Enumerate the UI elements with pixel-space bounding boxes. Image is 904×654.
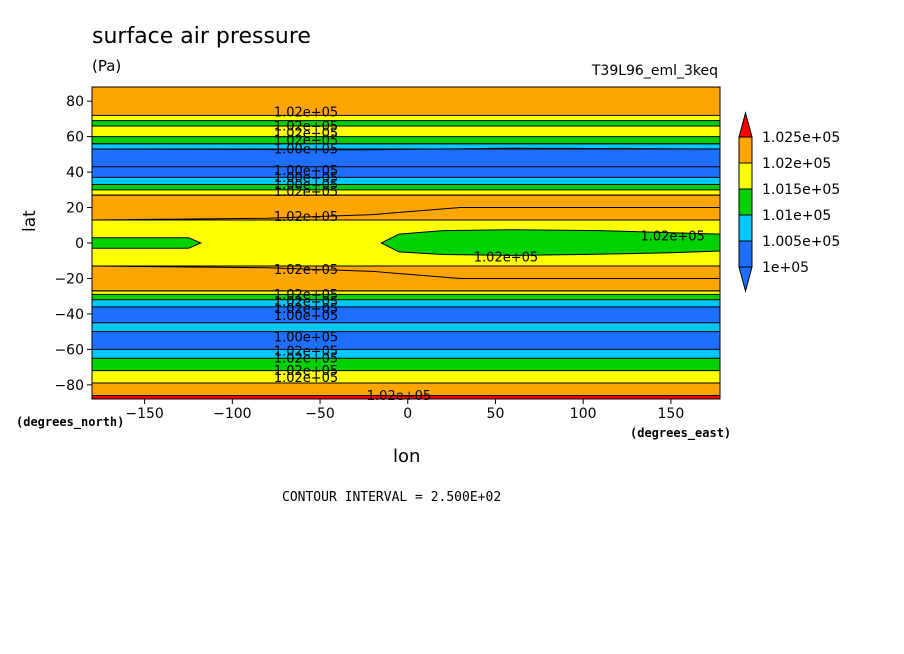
contour-label: 1.02e+05 <box>274 371 338 386</box>
contour-band <box>92 294 720 300</box>
contour-label: 1.00e+05 <box>274 143 338 158</box>
contour-band <box>92 322 720 332</box>
contour-label: 1.02e+05 <box>274 263 338 278</box>
contour-label: 1.00e+05 <box>274 309 338 324</box>
contour-band <box>92 184 720 190</box>
contour-label: 1.00e+05 <box>274 178 338 193</box>
contour-band <box>92 177 720 185</box>
contour-band <box>92 306 720 323</box>
x-tick-label: 100 <box>570 406 597 422</box>
contour-band <box>92 120 720 126</box>
contour-band <box>92 331 720 350</box>
colorbar-bottom-triangle <box>738 266 753 293</box>
contour-region <box>91 237 203 249</box>
contour-band <box>92 383 720 396</box>
contour-label: 1.02e+05 <box>274 352 338 367</box>
colorbar-box <box>738 240 753 268</box>
chart-units: (Pa) <box>92 57 122 75</box>
colorbar-label: 1.025e+05 <box>762 130 840 146</box>
contour-band <box>92 290 720 295</box>
contour-label: 1.02e+05 <box>274 134 338 149</box>
y-tick-label: −80 <box>54 378 84 394</box>
y-tick-label: 40 <box>66 165 84 181</box>
contour-band <box>92 126 720 137</box>
contour-band <box>92 358 720 371</box>
contour-label: 1.00e+05 <box>274 330 338 345</box>
x-axis-units: (degrees_east) <box>630 426 732 440</box>
colorbar-label: 1.015e+05 <box>762 182 840 198</box>
contour-label: 1.02e+05 <box>474 251 538 266</box>
x-tick-label: −50 <box>305 406 335 422</box>
colorbar-box <box>738 136 753 164</box>
contour-band <box>92 395 720 399</box>
y-axis-units: (degrees_north) <box>16 415 125 429</box>
x-tick-label: −150 <box>125 406 163 422</box>
contour-label: 1.02e+05 <box>274 295 338 310</box>
contour-band <box>92 370 720 384</box>
colorbar-box <box>738 188 753 216</box>
y-tick-label: 0 <box>75 236 84 252</box>
contour-label: 1.00e+05 <box>274 171 338 186</box>
contour-label: 1.02e+05 <box>274 105 338 120</box>
contour-label: 1.02e+05 <box>367 389 431 404</box>
dataset-name: T39L96_eml_3keq <box>591 63 718 79</box>
x-axis-label: lon <box>393 446 421 467</box>
colorbar-box <box>738 214 753 242</box>
contour-band <box>92 136 720 144</box>
contour-label: 1.02e+05 <box>274 210 338 225</box>
contour-label: 1.02e+05 <box>640 229 704 244</box>
contour-label: 1.02e+05 <box>274 127 338 142</box>
y-tick-label: −40 <box>54 307 84 323</box>
chart-title: surface air pressure <box>92 24 311 49</box>
y-tick-label: −60 <box>54 342 84 358</box>
contour-label: 1.02e+05 <box>274 364 338 379</box>
contour-label: 1.02e+05 <box>274 345 338 360</box>
colorbar-label: 1.01e+05 <box>762 208 831 224</box>
contour-label: 1.02e+05 <box>274 288 338 303</box>
contour-band <box>92 166 720 178</box>
x-tick-label: 50 <box>487 406 505 422</box>
y-tick-label: 20 <box>66 201 84 217</box>
x-tick-label: 0 <box>403 406 412 422</box>
contour-band <box>92 87 720 116</box>
colorbar-top-triangle <box>738 111 753 138</box>
contour-label: 1.02e+05 <box>274 302 338 317</box>
colorbar-box <box>738 162 753 190</box>
contour-band <box>92 149 720 167</box>
y-tick-label: 60 <box>66 130 84 146</box>
contour-interval: CONTOUR INTERVAL = 2.500E+02 <box>282 490 502 505</box>
contour-label: 1.02e+05 <box>274 185 338 200</box>
contour-label: 1.02e+05 <box>274 120 338 135</box>
contour-band <box>92 299 720 307</box>
contour-band <box>92 189 720 196</box>
colorbar-label: 1e+05 <box>762 260 809 276</box>
x-tick-label: 150 <box>658 406 685 422</box>
y-tick-label: −20 <box>54 271 84 287</box>
contour-band <box>92 349 720 359</box>
y-tick-label: 80 <box>66 94 84 110</box>
x-tick-label: −100 <box>213 406 251 422</box>
colorbar-label: 1.005e+05 <box>762 234 840 250</box>
contour-label: 1.00e+05 <box>274 164 338 179</box>
contour-band <box>92 115 720 121</box>
colorbar-label: 1.02e+05 <box>762 156 831 172</box>
